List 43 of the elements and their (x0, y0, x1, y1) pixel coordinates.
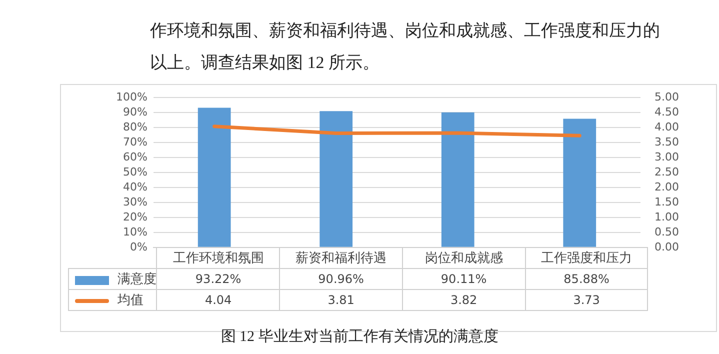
y2-tick-label: 1.00 (654, 210, 680, 224)
y-tick-label: 40% (122, 180, 148, 194)
y2-tick-label: 0.50 (654, 225, 680, 238)
bar (320, 111, 353, 247)
y-tick-label: 90% (122, 105, 148, 118)
data-label: 4.04 (156, 290, 280, 311)
y-tick-label: 50% (122, 165, 148, 178)
bar (441, 112, 474, 247)
text: 作环境和氛围、薪资和福利待遇、岗位和成就感、工作强度和压力的 (150, 20, 660, 42)
y2-tick-label: 0.00 (654, 240, 680, 254)
y2-tick-label: 3.50 (654, 135, 680, 148)
y2-tick-label: 2.50 (654, 165, 680, 178)
text: 以上。调查结果如图 12 所示。 (150, 52, 380, 74)
bar (563, 118, 596, 247)
y-tick-label: 20% (122, 210, 148, 224)
x-tick-label: 薪资和福利待遇 (280, 248, 402, 269)
legend-label: 均值 (68, 290, 157, 311)
y2-tick-label: 4.00 (654, 120, 680, 134)
y2-tick-label: 1.50 (654, 195, 680, 208)
y2-tick-label: 5.00 (654, 90, 680, 104)
y-tick-label: 10% (122, 225, 148, 238)
y2-tick-label: 4.50 (654, 105, 680, 118)
data-label: 90.96% (280, 268, 402, 290)
data-label: 3.73 (525, 290, 648, 311)
data-label: 3.82 (402, 290, 526, 311)
data-label: 85.88% (525, 268, 648, 290)
y-tick-label: 60% (122, 150, 148, 164)
data-label: 3.81 (280, 290, 402, 311)
y-tick-label: 70% (122, 135, 148, 148)
y-tick-label: 100% (116, 90, 148, 104)
x-tick-label: 工作强度和压力 (525, 248, 648, 269)
data-label: 93.22% (156, 268, 280, 290)
y2-tick-label: 3.00 (654, 150, 680, 164)
y-tick-label: 80% (122, 120, 148, 134)
y2-tick-label: 2.00 (654, 180, 680, 194)
y-tick-label: 30% (122, 195, 148, 208)
legend-label: 满意度 (68, 268, 157, 290)
caption: 图 12 毕业生对当前工作有关情况的满意度 (220, 327, 500, 346)
bar (198, 108, 231, 247)
x-tick-label: 工作环境和氛围 (156, 248, 280, 269)
x-tick-label: 岗位和成就感 (402, 248, 526, 269)
y-tick-label: 0% (130, 240, 148, 254)
data-label: 90.11% (402, 268, 526, 290)
